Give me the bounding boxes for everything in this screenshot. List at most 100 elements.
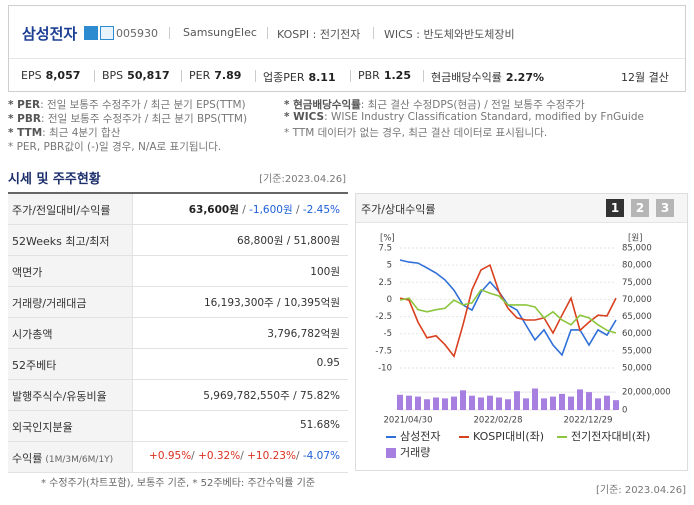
- row-label-cell: [8, 411, 133, 441]
- panel-title: 주가/상대수익률: [361, 203, 436, 216]
- note: * PER, PBR값이 (-)일 경우, N/A로 표기됩니다.: [8, 139, 221, 154]
- eng-name: SamsungElec: [183, 26, 257, 39]
- note: * PER: 전일 보통주 수정주가 / 최근 분기 EPS(TTM): [8, 97, 246, 112]
- y2-tick-label: 70,000: [622, 295, 652, 305]
- value-part: /: [240, 450, 248, 462]
- label-text: 외국인지분율: [12, 421, 73, 434]
- y2-unit: [원]: [628, 234, 642, 244]
- row-value: +0.95%/ +0.32%/ +10.23%/ -4.07%: [136, 450, 340, 462]
- sublabel: (1M/3M/6M/1Y): [45, 455, 114, 465]
- note-text: * PER, PBR값이 (-)일 경우, N/A로 표기됩니다.: [8, 141, 222, 153]
- series-line: [399, 288, 617, 334]
- as-of: [기준:2023.04.26]: [259, 174, 346, 185]
- volume-bar: [487, 395, 493, 410]
- volume-bar: [613, 400, 619, 410]
- x-tick-label: 2021/04/30: [384, 416, 433, 426]
- series-line: [399, 263, 617, 359]
- legend-label: 전기전자대비(좌): [571, 430, 650, 443]
- volume-bar: [514, 391, 520, 410]
- note-text: : 최근 결산 수정DPS(현금) / 전일 보통주 수정주가: [360, 99, 585, 111]
- label-text: 거래량/거래대금: [12, 297, 87, 310]
- value-part: /: [191, 450, 199, 462]
- metric: 업종PER 8.11: [263, 69, 336, 85]
- y2-tick-label: 55,000: [622, 346, 652, 356]
- table-row: 거래량/거래대금 16,193,300주 / 10,395억원: [8, 287, 348, 318]
- y2-tick-label: 50,000: [622, 364, 652, 374]
- volume-bar: [550, 396, 556, 410]
- note: * WICS: WISE Industry Classification Sta…: [284, 111, 644, 123]
- tab-button[interactable]: 2: [631, 199, 649, 217]
- tab-button[interactable]: 3: [656, 199, 674, 217]
- note: * 현금배당수익률: 최근 결산 수정DPS(현금) / 전일 보통주 수정주가: [284, 97, 585, 112]
- row-label-cell: [8, 287, 133, 317]
- separator: [423, 70, 424, 82]
- metric-value: 8.11: [308, 71, 336, 84]
- row-label: 주가/전일대비/수익률: [12, 202, 111, 218]
- metric: PBR 1.25: [358, 69, 411, 82]
- metric-label: BPS: [102, 69, 124, 82]
- metric-value: 2.27%: [505, 71, 545, 84]
- y-tick-label: -5: [384, 329, 392, 339]
- label-text: 발행주식수/유동비율: [12, 390, 107, 403]
- table-row: 액면가 100원: [8, 256, 348, 287]
- note-term: * 현금배당수익률: [284, 99, 361, 111]
- separator: [350, 70, 351, 82]
- table-row: 외국인지분율 51.68%: [8, 411, 348, 442]
- metric: PER 7.89: [189, 69, 241, 82]
- volume-bar: [406, 395, 412, 410]
- y3-tick-label: 0: [622, 406, 627, 416]
- metric-label: PER: [189, 69, 211, 82]
- company-name: 삼성전자: [22, 25, 78, 43]
- legend-label: 삼성전자: [400, 430, 440, 443]
- value-part: /: [292, 204, 303, 216]
- metric-value: 7.89: [214, 69, 242, 82]
- row-label-cell: [8, 380, 133, 410]
- table-row: 52Weeks 최고/최저 68,800원 / 51,800원: [8, 225, 348, 256]
- row-label: 시가총액: [12, 326, 52, 342]
- volume-bar: [433, 397, 439, 410]
- value-part: +0.32%: [198, 450, 241, 462]
- y3-tick-label: 20,000,000: [622, 388, 671, 398]
- volume-bar: [604, 395, 610, 410]
- y2-tick-label: 80,000: [622, 261, 652, 271]
- y-tick-label: -10: [378, 364, 392, 374]
- y2-tick-label: 85,000: [622, 244, 652, 254]
- volume-bar: [442, 398, 448, 410]
- row-value: 3,796,782억원: [267, 328, 340, 340]
- panel-as-of: [기준: 2023.04.26]: [595, 485, 686, 496]
- row-label-cell: [8, 442, 133, 472]
- volume-bar: [541, 398, 547, 410]
- value-part: -2.45%: [302, 204, 340, 216]
- table-footnote: * 수정주가(차트포함), 보통주 기준, * 52주베타: 주간수익률 기준: [40, 478, 316, 489]
- note-text: : 전일 보통주 수정주가 / 최근 분기 EPS(TTM): [40, 99, 246, 111]
- label-text: 수익률: [12, 452, 43, 465]
- table-row: 시가총액 3,796,782억원: [8, 318, 348, 349]
- separator: [94, 70, 95, 82]
- separator: [181, 70, 182, 82]
- table-row: 수익률 (1M/3M/6M/1Y) +0.95%/ +0.32%/ +10.23%/…: [8, 442, 348, 473]
- note-term: * PER: [8, 99, 41, 111]
- volume-bar: [595, 398, 601, 410]
- table-row: 발행주식수/유동비율 5,969,782,550주 / 75.82%: [8, 380, 348, 411]
- value-part: -1,600원: [249, 204, 293, 216]
- panel: [355, 193, 688, 471]
- legend-swatch: [386, 448, 396, 458]
- stock-code: 005930: [116, 27, 158, 40]
- icon: [84, 26, 98, 40]
- row-label-cell: [8, 256, 133, 286]
- value-part: +10.23%: [247, 450, 296, 462]
- row-label: 52주베타: [12, 357, 56, 373]
- tab-button[interactable]: 1: [606, 199, 624, 217]
- icon: [100, 26, 114, 40]
- volume-bar: [415, 396, 421, 410]
- section-title: 시세 및 주주현황: [8, 172, 101, 187]
- metric-label: PBR: [358, 69, 380, 82]
- header-box: 삼성전자 005930 SamsungElec KOSPI : 전기전자 WICS : …: [8, 5, 686, 92]
- table-row: 52주베타 0.95: [8, 349, 348, 380]
- label-text: 52주베타: [12, 359, 57, 372]
- legend-label: KOSPI대비(좌): [473, 430, 544, 443]
- row-label: 거래량/거래대금: [12, 295, 87, 311]
- divider: [9, 58, 685, 59]
- metric-label: 현금배당수익률: [431, 71, 502, 84]
